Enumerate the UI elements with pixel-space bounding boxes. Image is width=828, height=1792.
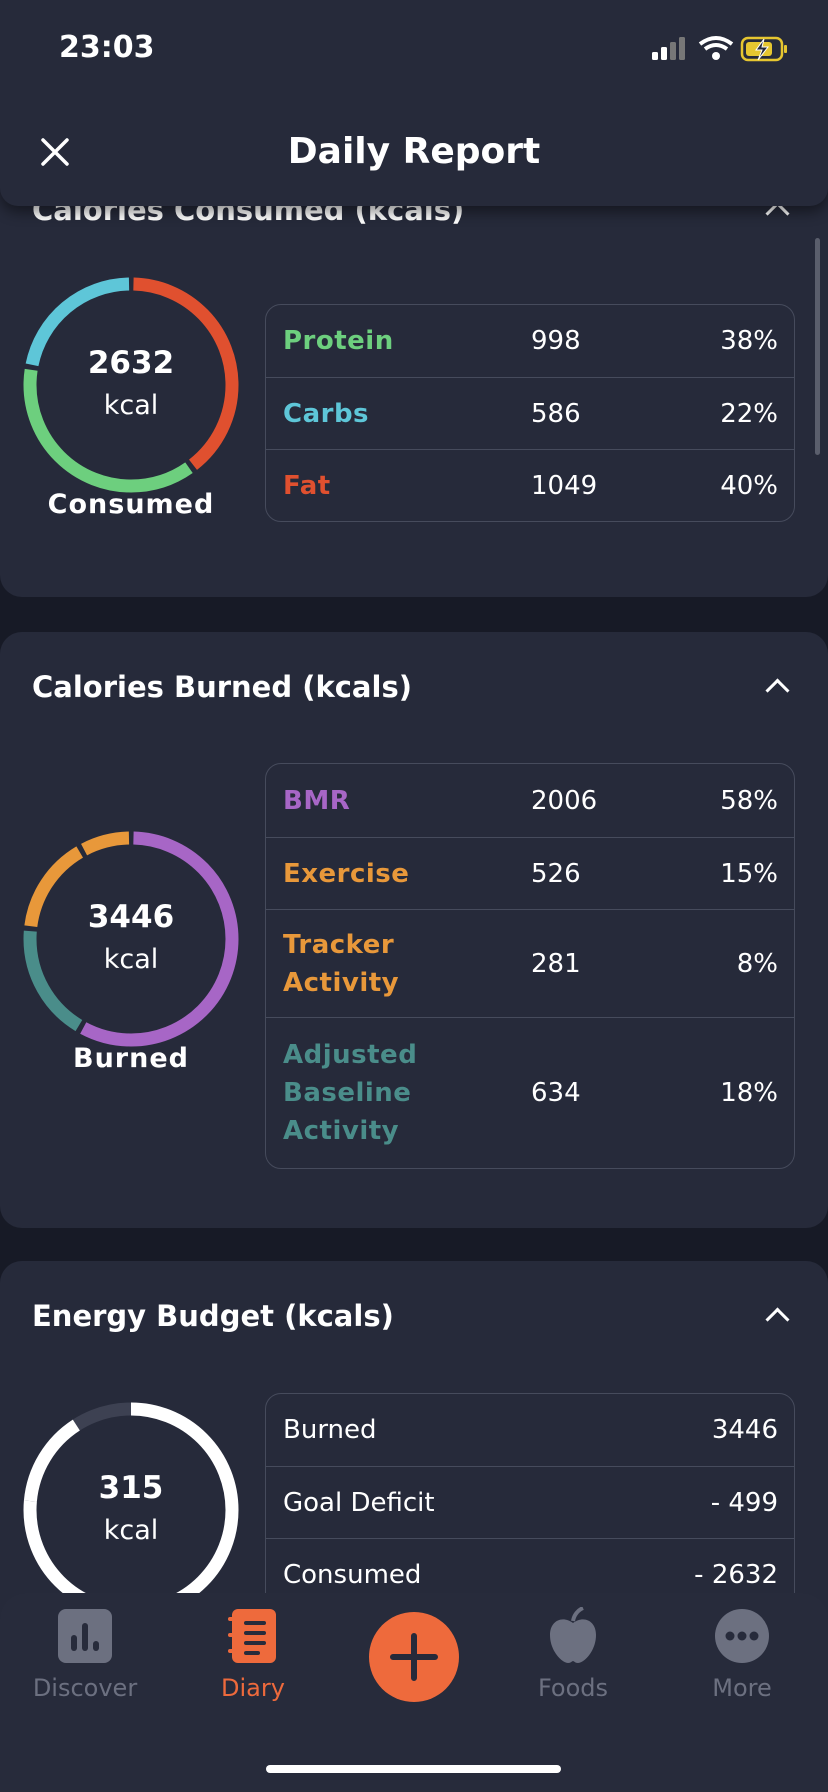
row-label: Goal Deficit bbox=[283, 1487, 435, 1518]
donut-unit: kcal bbox=[103, 944, 159, 975]
collapse-chevron[interactable] bbox=[765, 678, 790, 703]
stats-row: Goal Deficit - 499 bbox=[266, 1466, 794, 1538]
report-card: Calories Consumed (kcals) 2632 kcal Consume… bbox=[0, 155, 828, 597]
donut-total: 3446 bbox=[87, 899, 175, 935]
stats-row: Protein 998 38% bbox=[266, 305, 794, 377]
row-label: Exercise bbox=[283, 858, 410, 889]
stats-table: Burned 3446 Goal Deficit - 499 Consumed - 263… bbox=[265, 1393, 795, 1611]
row-percent: 18% bbox=[720, 1078, 778, 1108]
stats-row: Exercise 526 15% bbox=[266, 837, 794, 909]
row-value: 1049 bbox=[531, 470, 598, 501]
scrollbar bbox=[815, 238, 820, 455]
row-percent: 40% bbox=[720, 470, 778, 501]
row-percent: 38% bbox=[720, 326, 778, 356]
add-button[interactable] bbox=[369, 1612, 459, 1702]
home-indicator bbox=[266, 1765, 561, 1773]
diary-icon[interactable] bbox=[228, 1609, 278, 1663]
discover-icon[interactable] bbox=[58, 1609, 112, 1663]
status-time: 23:03 bbox=[59, 30, 155, 65]
stats-row: Burned 3446 bbox=[266, 1394, 794, 1466]
row-label: Carbs bbox=[283, 398, 370, 429]
report-card: Calories Burned (kcals) 3446 kcal Burned BMR… bbox=[0, 632, 828, 1228]
stats-row: Adjusted Baseline Activity 634 18% bbox=[266, 1017, 794, 1168]
row-label: BMR bbox=[283, 785, 351, 816]
row-label: Burned bbox=[283, 1415, 377, 1445]
row-percent: 8% bbox=[736, 948, 778, 979]
row-value: 526 bbox=[531, 858, 581, 889]
donut-segment bbox=[23, 277, 239, 493]
donut-chart bbox=[23, 277, 239, 493]
row-percent: 22% bbox=[720, 398, 778, 429]
foods-icon[interactable] bbox=[548, 1607, 598, 1663]
stats-table: Protein 998 38% Carbs 586 22% Fat 1049 40% bbox=[265, 304, 795, 522]
tab-label[interactable]: More bbox=[712, 1674, 772, 1702]
row-value: 3446 bbox=[711, 1415, 778, 1445]
row-value: - 2632 bbox=[694, 1559, 778, 1590]
row-label: Consumed bbox=[283, 1559, 422, 1590]
tab-label[interactable]: Discover bbox=[32, 1674, 138, 1702]
row-label: Tracker Activity bbox=[283, 929, 400, 998]
donut-unit: kcal bbox=[103, 390, 159, 421]
row-value: - 499 bbox=[710, 1487, 778, 1518]
close-button[interactable] bbox=[40, 137, 70, 167]
row-value: 281 bbox=[531, 948, 581, 979]
tab-bar: Discover Diary Foods More bbox=[0, 1593, 828, 1792]
row-value: 998 bbox=[531, 326, 581, 356]
row-label: Protein bbox=[283, 326, 394, 356]
stats-row: Consumed - 2632 bbox=[266, 1538, 794, 1610]
status-icons bbox=[652, 36, 787, 62]
stats-row: Carbs 586 22% bbox=[266, 377, 794, 449]
more-icon[interactable] bbox=[715, 1609, 769, 1663]
row-value: 586 bbox=[531, 398, 581, 429]
donut-total: 315 bbox=[98, 1470, 164, 1506]
donut-segment bbox=[23, 831, 239, 1047]
card-title: Energy Budget (kcals) bbox=[32, 1299, 394, 1333]
row-value: 634 bbox=[531, 1078, 581, 1108]
tab-label[interactable]: Diary bbox=[221, 1674, 285, 1702]
header: 23:03 Daily Report bbox=[0, 0, 828, 206]
stats-row: Fat 1049 40% bbox=[266, 449, 794, 521]
donut-chart bbox=[23, 831, 239, 1047]
stats-row: BMR 2006 58% bbox=[266, 764, 794, 837]
row-value: 2006 bbox=[531, 785, 598, 816]
row-percent: 15% bbox=[720, 858, 778, 889]
stats-row: Tracker Activity 281 8% bbox=[266, 909, 794, 1017]
donut-unit: kcal bbox=[103, 1515, 159, 1546]
header-title: Daily Report bbox=[287, 131, 541, 172]
collapse-chevron[interactable] bbox=[765, 1307, 790, 1332]
stats-table: BMR 2006 58% Exercise 526 15% Tracker Activity… bbox=[265, 763, 795, 1169]
card-title: Calories Burned (kcals) bbox=[32, 670, 412, 704]
donut-segment bbox=[23, 831, 239, 1047]
row-percent: 58% bbox=[720, 785, 778, 816]
donut-segment bbox=[23, 277, 239, 493]
donut-caption: Burned bbox=[73, 1043, 189, 1074]
row-label: Adjusted Baseline Activity bbox=[283, 1040, 418, 1146]
tab-label[interactable]: Foods bbox=[537, 1674, 609, 1702]
donut-caption: Consumed bbox=[47, 489, 215, 520]
row-label: Fat bbox=[283, 470, 331, 501]
donut-total: 2632 bbox=[87, 345, 175, 381]
